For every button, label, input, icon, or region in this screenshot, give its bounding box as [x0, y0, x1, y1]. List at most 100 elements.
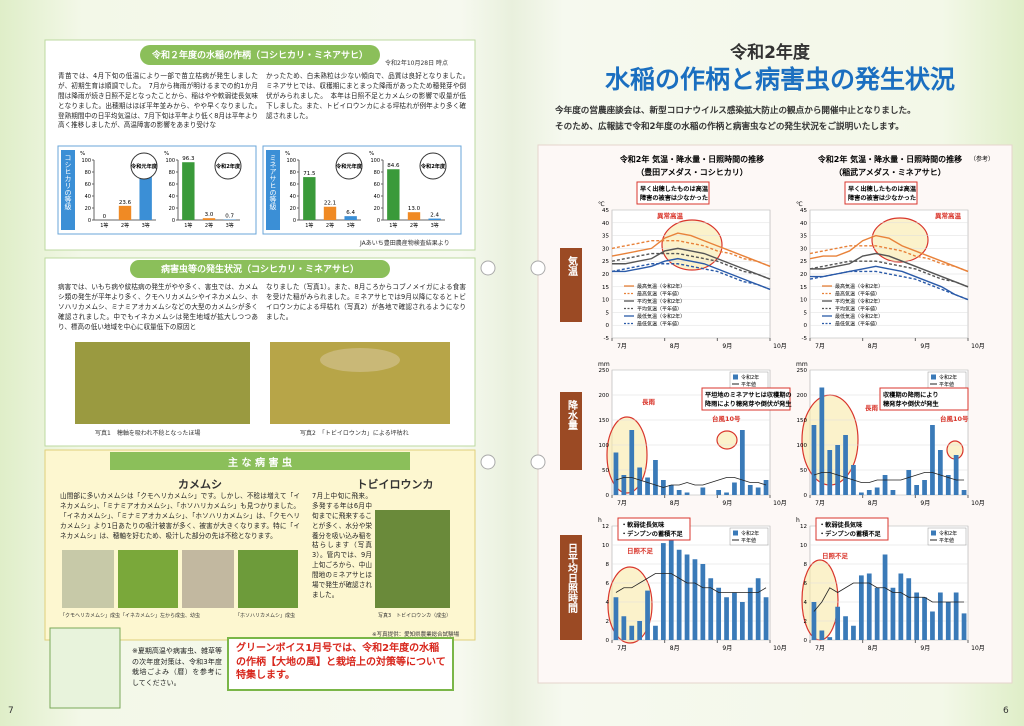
line	[809, 245, 969, 273]
callout-text: ・デンプンの蓄積不足	[819, 530, 882, 538]
x-tick-label: 9月	[722, 500, 732, 507]
bar	[716, 490, 722, 495]
x-tick-label: 7月	[815, 500, 825, 507]
y-tick-label: 100	[797, 443, 808, 449]
x-tick-label: 8月	[868, 645, 878, 652]
y-tick-label: 80	[374, 170, 380, 176]
row-label: 降水量	[566, 399, 579, 430]
y-tick-label: 15	[602, 285, 609, 291]
note: ※夏期高温や病害虫、雑草等の次年度対策は、令和3年度 栽培ごよみ（暦）を参考にし…	[132, 647, 222, 687]
x-tick-label: 2等	[205, 222, 213, 229]
legend-label: 最高気温（令和2年）	[637, 283, 685, 290]
highlight	[871, 217, 929, 263]
y-tick-label: 150	[797, 418, 808, 424]
callout-text: 平坦地のミネアサヒは収穫期の	[705, 391, 792, 399]
bar	[953, 592, 959, 640]
photo	[375, 510, 450, 608]
bar	[621, 616, 627, 640]
bar	[755, 578, 761, 640]
bar	[937, 450, 943, 495]
value-label: 22.1	[324, 201, 336, 207]
value-label: 84.6	[387, 163, 400, 169]
callout-box	[844, 181, 918, 205]
y-tick-label: 80	[169, 170, 175, 176]
section-header	[140, 45, 380, 65]
bar	[819, 387, 825, 495]
bar	[724, 597, 729, 640]
y-tick-label: 60	[169, 182, 175, 188]
callout-box	[879, 387, 969, 411]
chart-label: コシヒカリの等級	[64, 154, 72, 211]
bar	[930, 425, 935, 495]
bar	[747, 485, 753, 495]
y-tick-label: 12	[602, 524, 609, 530]
bar	[676, 549, 682, 640]
bar	[637, 467, 643, 495]
title: 水稲の作柄と病害虫の発生状況	[604, 65, 955, 94]
column-note: （参考）	[970, 155, 994, 163]
value-label: 6.4	[346, 210, 355, 216]
value-label: 96.3	[182, 156, 195, 162]
source: JAあいち豊田農産物検査結果より	[360, 240, 450, 247]
y-tick-label: 0	[606, 323, 610, 329]
bar	[858, 492, 864, 495]
subheading: トビイロウンカ	[356, 478, 434, 491]
bar	[937, 592, 943, 640]
x-tick-label: 10月	[773, 343, 787, 350]
y-tick-label: 10	[800, 298, 807, 304]
bar	[747, 587, 753, 640]
bar	[629, 430, 635, 495]
punch-hole	[480, 260, 496, 276]
chart-label: ミネアサヒの等級	[269, 154, 277, 211]
legend-label: 平年値	[939, 381, 954, 388]
bar	[866, 573, 872, 640]
y-tick-label: 2	[804, 619, 808, 625]
section-header	[110, 452, 410, 470]
unit: h	[598, 517, 602, 524]
bar	[890, 490, 896, 495]
x-tick-label: 8月	[670, 645, 680, 652]
bar	[961, 613, 967, 640]
bar	[323, 206, 337, 220]
bar	[732, 592, 737, 640]
photo	[75, 342, 250, 424]
x-tick-label: 3等	[142, 222, 150, 229]
y-tick-label: 10	[800, 543, 807, 549]
bar	[629, 625, 635, 640]
x-tick-label: 1等	[389, 222, 397, 229]
group-badge	[130, 152, 158, 180]
y-tick-label: 0	[172, 218, 175, 224]
bar	[684, 492, 690, 495]
y-tick-label: 50	[800, 468, 807, 474]
legend-swatch	[733, 374, 738, 380]
y-tick-label: 0	[88, 218, 91, 224]
unit: mm	[598, 361, 610, 368]
bar	[835, 445, 841, 495]
x-tick-label: 7月	[815, 343, 825, 350]
callout-text: 障害の被害は少なかった	[848, 194, 916, 202]
y-tick-label: 40	[602, 221, 609, 227]
y-tick-label: 10	[602, 298, 609, 304]
x-tick-label: 8月	[670, 500, 680, 507]
y-tick-label: 100	[599, 443, 610, 449]
intro: 今年度の営農座談会は、新型コロナウイルス感染拡大防止の観点から開催中止となりまし…	[555, 106, 916, 116]
line	[809, 270, 969, 301]
x-tick-label: 7月	[617, 500, 627, 507]
y-tick-label: 200	[797, 393, 808, 399]
legend-label: 平均気温（令和2年）	[637, 298, 685, 305]
y-tick-label: 4	[606, 600, 610, 606]
photo-detail	[320, 348, 400, 372]
bar	[874, 587, 880, 640]
value-label: 0.7	[225, 214, 234, 220]
x-tick-label: 2等	[121, 222, 129, 229]
bar	[613, 597, 619, 640]
x-tick-label: 7月	[815, 645, 825, 652]
bar	[922, 480, 927, 495]
bar	[139, 174, 152, 220]
photo	[62, 550, 114, 608]
unit: h	[796, 517, 800, 524]
y-tick-label: 2	[606, 619, 610, 625]
y-tick-label: 35	[800, 234, 807, 240]
y-tick-label: 250	[797, 368, 808, 374]
